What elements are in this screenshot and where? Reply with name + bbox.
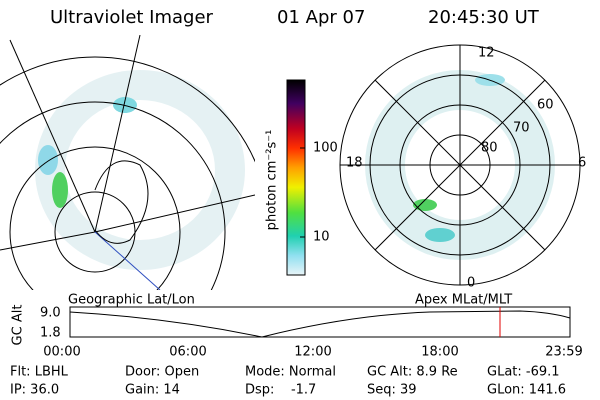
colorbar-tick: 100 xyxy=(313,141,338,156)
status-field: GLon: 141.6 xyxy=(487,383,566,398)
timeline-right-title: Apex MLat/MLT xyxy=(415,293,512,308)
timeline-xtick: 06:00 xyxy=(169,345,206,360)
status-field: GC Alt: 8.9 Re xyxy=(367,365,458,380)
date: 01 Apr 07 xyxy=(277,7,365,28)
time: 20:45:30 UT xyxy=(428,7,540,28)
timeline-left-title: Geographic Lat/Lon xyxy=(68,293,195,308)
colorbar-label: photon cm⁻²s⁻¹ xyxy=(265,130,280,231)
timeline-xtick: 23:59 xyxy=(545,345,582,360)
status-field: Flt: LBHL xyxy=(10,365,69,380)
status-field: Seq: 39 xyxy=(367,383,417,398)
timeline-ytick: 1.8 xyxy=(40,326,61,341)
status-field: IP: 36.0 xyxy=(10,383,59,398)
timeline-ytick: 9.0 xyxy=(40,306,61,321)
colorbar-tick: 10 xyxy=(313,230,330,245)
timeline-xtick: 18:00 xyxy=(421,345,458,360)
timeline-xtick: 00:00 xyxy=(43,345,80,360)
mlat-label: 60 xyxy=(537,98,554,113)
status-field: Mode: Normal xyxy=(245,365,336,380)
altitude-curve xyxy=(69,310,571,338)
status-field: Dsp: -1.7 xyxy=(245,383,316,398)
timeline-xtick: 12:00 xyxy=(294,345,331,360)
timeline-box xyxy=(69,306,571,338)
mlt-label: 0 xyxy=(467,276,475,291)
mlt-label: 12 xyxy=(478,46,495,61)
mlat-label: 80 xyxy=(481,141,498,156)
mlat-label: 70 xyxy=(513,121,530,136)
mlt-label: 18 xyxy=(346,156,363,171)
footer: Flt: LBHL Door: Open Mode: Normal GC Alt: 8… xyxy=(10,365,566,398)
instrument: Ultraviolet Imager xyxy=(50,7,214,28)
status-field: Gain: 14 xyxy=(125,383,180,398)
status-field: GLat: -69.1 xyxy=(487,365,560,380)
status-field: Door: Open xyxy=(125,365,199,380)
colorbar xyxy=(286,79,306,276)
geo-map xyxy=(0,35,255,290)
mlt-label: 6 xyxy=(578,156,586,171)
polar-plot xyxy=(339,44,581,286)
timeline-axis-label: GC Alt xyxy=(11,305,26,346)
